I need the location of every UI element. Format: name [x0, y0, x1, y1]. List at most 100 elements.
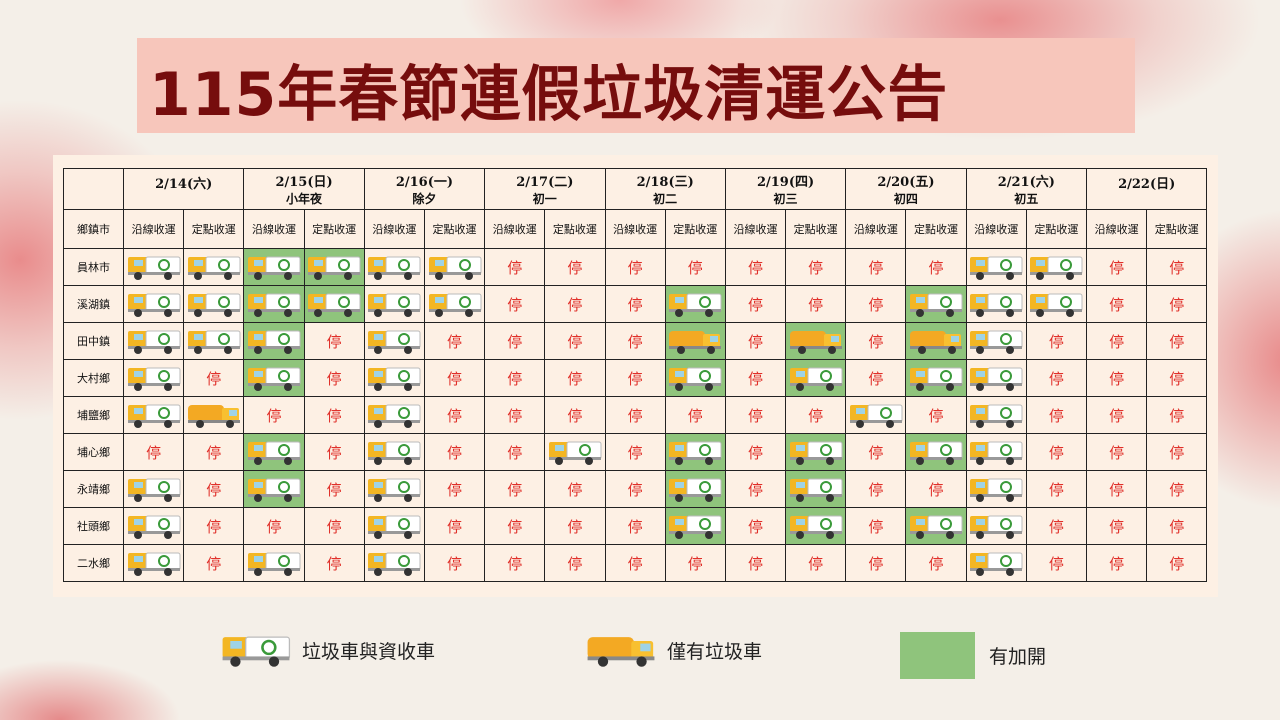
- truck-icon: [427, 290, 483, 318]
- truck-icon: [246, 364, 302, 392]
- stop-cell: 停: [303, 359, 365, 397]
- stop-cell: 停: [724, 359, 787, 397]
- service-cell: [905, 285, 967, 323]
- truck-icon: [220, 632, 292, 668]
- truck-icon: [246, 549, 302, 577]
- stop-cell: 停: [845, 507, 907, 545]
- mode-label: 定點收運: [905, 209, 967, 249]
- truck-icon: [126, 401, 182, 429]
- stop-cell: 停: [724, 285, 787, 323]
- stop-cell: 停: [1085, 322, 1148, 360]
- truck-icon: [126, 512, 182, 540]
- stop-cell: 停: [845, 470, 907, 508]
- date-note: [1088, 192, 1206, 206]
- service-cell: [423, 248, 486, 286]
- service-cell: [785, 322, 847, 360]
- stop-cell: 停: [544, 507, 606, 545]
- stop-cell: 停: [905, 470, 967, 508]
- service-cell: [1025, 285, 1088, 323]
- truck-icon: [908, 438, 964, 466]
- stop-cell: 停: [604, 248, 666, 286]
- truck-icon: [968, 438, 1024, 466]
- truck-icon: [968, 364, 1024, 392]
- truck-icon: [968, 290, 1024, 318]
- stop-cell: 停: [724, 248, 787, 286]
- date-cell: 2/17(二) 初一: [484, 168, 606, 210]
- service-cell: [243, 470, 305, 508]
- stop-cell: 停: [1146, 396, 1208, 434]
- town-row: 埔心鄉停停停停停停停停停停停: [63, 433, 1208, 471]
- stop-cell: 停: [845, 285, 907, 323]
- stop-cell: 停: [183, 470, 245, 508]
- date: 2/19(四): [756, 175, 815, 190]
- service-cell: [122, 322, 185, 360]
- service-cell: [122, 396, 185, 434]
- service-cell: [183, 322, 245, 360]
- date: 2/14(六): [155, 176, 213, 192]
- truck-icon: [246, 290, 302, 318]
- stop-cell: 停: [303, 507, 365, 545]
- service-cell: [363, 359, 425, 397]
- stop-cell: 停: [845, 544, 907, 582]
- truck-icon: [968, 327, 1024, 355]
- service-cell: [363, 507, 425, 545]
- stop-cell: 停: [303, 544, 365, 582]
- truck-icon: [968, 512, 1024, 540]
- date-cell: 2/22(日): [1085, 168, 1208, 210]
- truck-icon: [126, 290, 182, 318]
- stop-cell: 停: [1085, 544, 1148, 582]
- truck-icon: [788, 327, 844, 355]
- stop-cell: 停: [484, 322, 546, 360]
- truck-icon: [968, 549, 1024, 577]
- stop-cell: 停: [1146, 322, 1208, 360]
- town-name: 田中鎮: [63, 322, 124, 360]
- stop-cell: 停: [423, 433, 486, 471]
- truck-icon: [547, 438, 603, 466]
- service-cell: [122, 507, 185, 545]
- stop-cell: 停: [1085, 248, 1148, 286]
- service-cell: [423, 285, 486, 323]
- truck-icon: [1028, 290, 1084, 318]
- town-name: 大村鄉: [63, 359, 124, 397]
- legend-swatch: [900, 632, 975, 679]
- stop-cell: 停: [724, 544, 787, 582]
- truck-icon: [186, 327, 242, 355]
- truck-icon: [246, 327, 302, 355]
- date-cell: 2/18(三) 初二: [604, 168, 726, 210]
- mode-label: 沿線收運: [122, 209, 185, 249]
- stop-cell: 停: [303, 470, 365, 508]
- stop-cell: 停: [1146, 285, 1208, 323]
- stop-cell: 停: [1085, 470, 1148, 508]
- truck-icon: [306, 253, 362, 281]
- truck-icon: [667, 438, 723, 466]
- title: 115年春節連假垃圾清運公告: [149, 60, 949, 130]
- stop-cell: 停: [484, 470, 546, 508]
- service-cell: [664, 285, 726, 323]
- stop-cell: 停: [604, 433, 666, 471]
- stop-cell: 停: [1025, 470, 1088, 508]
- mode-row: 鄉鎮市 沿線收運 定點收運 沿線收運 定點收運 沿線收運 定點收運 沿線收運 定點收運 沿線收運定…: [63, 209, 1208, 249]
- truck-icon: [908, 512, 964, 540]
- stop-cell: 停: [183, 507, 245, 545]
- stop-cell: 停: [1146, 544, 1208, 582]
- stop-cell: 停: [423, 396, 486, 434]
- date-cell: 2/15(日) 小年夜: [243, 168, 365, 210]
- truck-icon: [667, 290, 723, 318]
- stop-cell: 停: [544, 396, 606, 434]
- stop-cell: 停: [724, 470, 787, 508]
- stop-cell: 停: [785, 285, 847, 323]
- town-name: 埔鹽鄉: [63, 396, 124, 434]
- truck-icon: [908, 364, 964, 392]
- town-row: 溪湖鎮停停停停停停停停: [63, 285, 1208, 323]
- truck-icon: [908, 290, 964, 318]
- service-cell: [965, 507, 1027, 545]
- service-cell: [243, 285, 305, 323]
- truck-icon: [306, 290, 362, 318]
- service-cell: [122, 285, 185, 323]
- stop-cell: 停: [544, 359, 606, 397]
- stop-cell: 停: [604, 285, 666, 323]
- title-box: 115年春節連假垃圾清運公告: [137, 38, 1135, 133]
- stop-cell: 停: [785, 248, 847, 286]
- truck-icon: [667, 512, 723, 540]
- service-cell: [905, 433, 967, 471]
